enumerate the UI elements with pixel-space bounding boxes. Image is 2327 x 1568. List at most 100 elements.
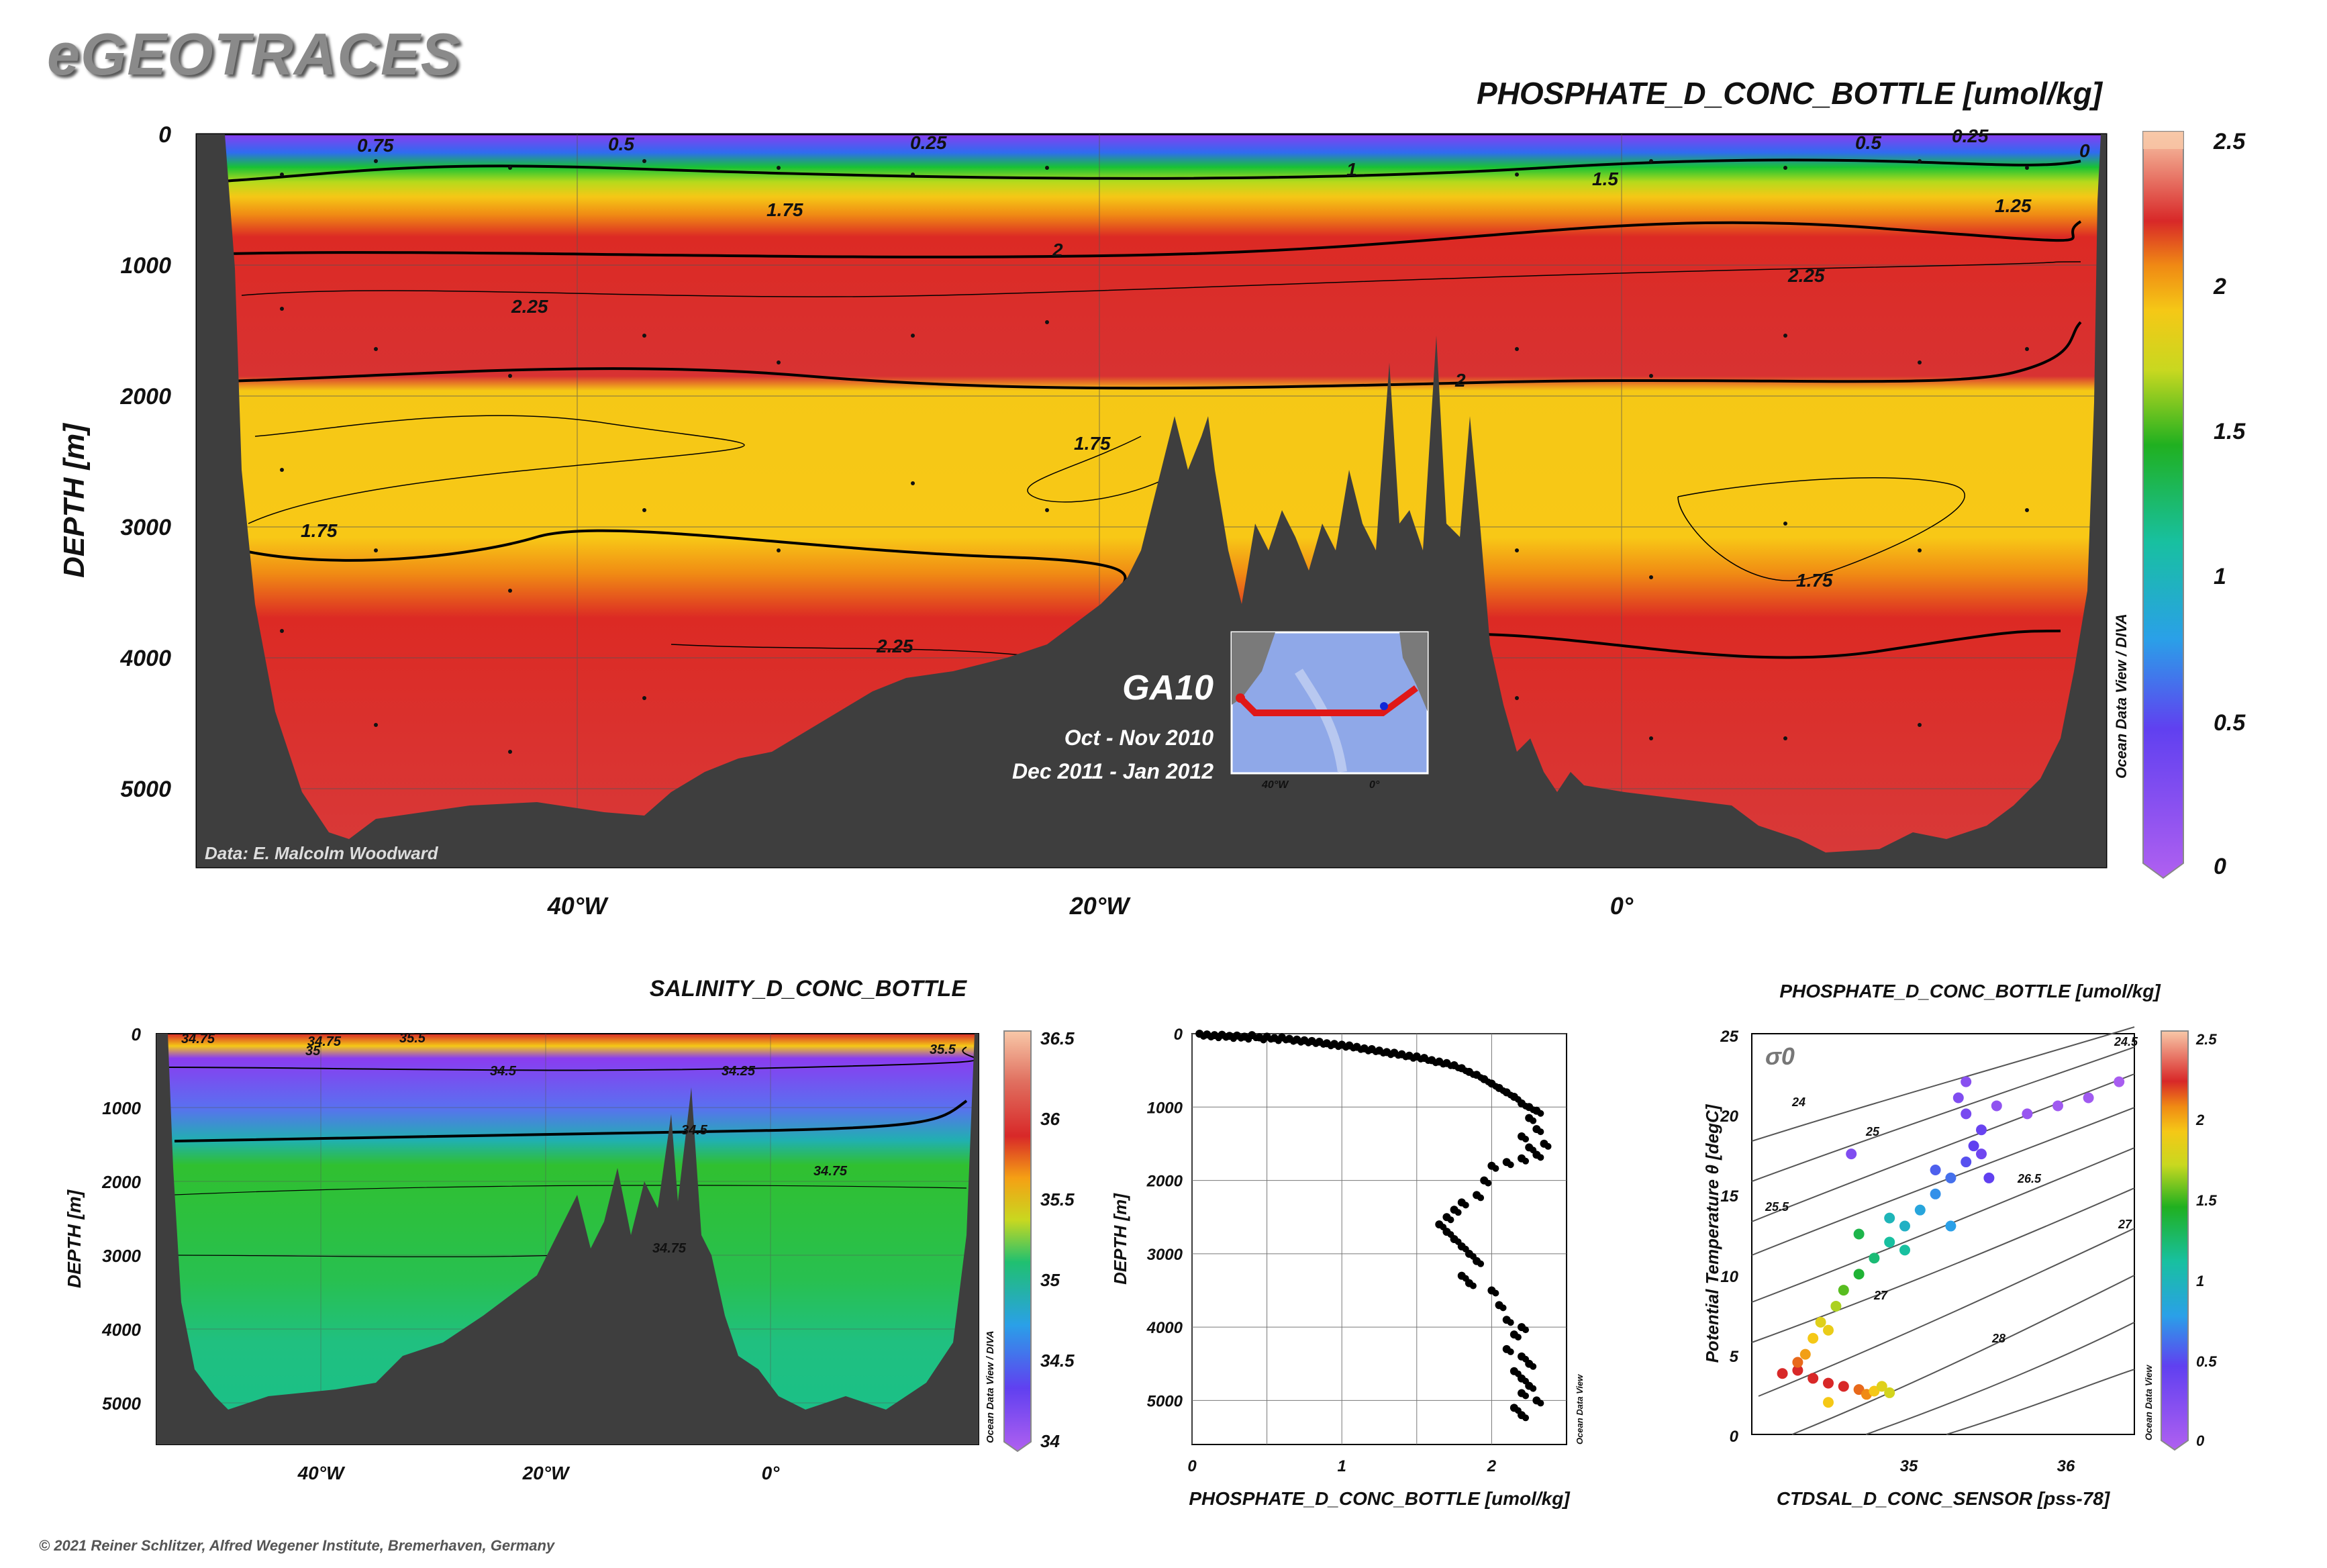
profile-point (1537, 1154, 1544, 1161)
contour-label: 2 (1052, 240, 1063, 260)
phosphate-colorbar (2142, 131, 2184, 879)
contour-label: 1.25 (1995, 195, 2032, 216)
ts-point (1808, 1332, 1819, 1344)
profile-x-axis-label: PHOSPHATE_D_CONC_BOTTLE [umol/kg] (1189, 1488, 1571, 1509)
ts-point (1815, 1316, 1826, 1328)
logo: eGEOTRACES (47, 21, 461, 87)
ts-point (1869, 1253, 1880, 1264)
contour-label: 35.5 (930, 1042, 956, 1057)
phosphate-sample-stations (280, 159, 2029, 754)
contour-label: 2.25 (876, 636, 913, 656)
y-tick-label: 5 (1730, 1348, 1739, 1366)
profile-point (1477, 1260, 1485, 1267)
x-tick-label: 40°W (547, 892, 609, 920)
colorbar-tick: 1 (2196, 1273, 2204, 1289)
main-chart-title: PHOSPHATE_D_CONC_BOTTLE [umol/kg] (1477, 76, 2102, 111)
ts-point (1976, 1148, 1987, 1160)
contour-label: 1.5 (1592, 168, 1618, 189)
contour-label: 1.75 (1074, 433, 1111, 454)
ts-point (1884, 1212, 1895, 1224)
inset-tick-label: 40°W (1261, 779, 1289, 791)
contour-label: 0.5 (608, 134, 634, 154)
ts-point (1961, 1108, 1972, 1120)
ts-point (1961, 1076, 1972, 1087)
ts-point (1961, 1157, 1972, 1168)
isopycnal-label: 28 (1991, 1332, 2006, 1345)
colorbar-tick: 2 (2213, 274, 2226, 299)
isopycnal-label: 24 (1791, 1095, 1805, 1109)
profile-y-axis-label: DEPTH [m] (1110, 1193, 1130, 1285)
phosphate-colorbar-ticks: 0 0.5 1 1.5 2 2.5 (2213, 129, 2246, 879)
profile-point (1530, 1385, 1537, 1392)
ts-point (1838, 1285, 1849, 1296)
ts-point (1884, 1387, 1895, 1398)
colorbar-tick: 35 (1040, 1270, 1060, 1290)
x-tick-label: 2 (1487, 1457, 1497, 1475)
cruise-date-1: Oct - Nov 2010 (1065, 726, 1214, 750)
isopycnal-label: 25 (1865, 1125, 1880, 1138)
phosphate-contour-labels: 0.75 0.5 0.25 0.5 0.25 0 1 1.5 1.25 1.75… (301, 126, 2090, 656)
contour-label: 34.75 (652, 1241, 687, 1256)
cruise-date-2: Dec 2011 - Jan 2012 (1012, 759, 1214, 783)
ts-point (1914, 1204, 1926, 1216)
y-tick-label: 0 (1174, 1026, 1183, 1044)
ts-y-axis-label: Potential Temperature θ [degC] (1702, 1104, 1722, 1363)
profile-point (1522, 1326, 1530, 1334)
profile-point (1514, 1334, 1522, 1341)
profile-point (1477, 1194, 1485, 1202)
ts-point (1991, 1100, 2002, 1112)
y-tick-label: 25 (1720, 1028, 1738, 1046)
ts-point (1876, 1381, 1887, 1392)
y-tick-label: 5000 (102, 1393, 141, 1414)
phosphate-x-ticks: 40°W 20°W 0° (547, 892, 1634, 920)
profile-point (1507, 1319, 1514, 1326)
y-tick-label: 2000 (119, 384, 171, 409)
phosphate-profile-chart: 0 1 2 0 1000 2000 3000 4000 5000 DEPTH [m] PHOS… (1110, 1026, 1585, 1509)
y-tick-label: 3000 (120, 515, 171, 540)
ts-point (1777, 1368, 1788, 1379)
y-tick-label: 0 (158, 122, 171, 148)
contour-label: 35.5 (399, 1031, 426, 1046)
ts-point (1853, 1384, 1865, 1395)
y-tick-label: 5000 (120, 777, 171, 802)
ts-point (1792, 1357, 1803, 1368)
salinity-y-axis-label: DEPTH [m] (64, 1189, 85, 1288)
contour-label: 0.25 (1952, 126, 1989, 146)
profile-point (1522, 1392, 1530, 1400)
profile-point (1530, 1117, 1537, 1124)
ts-point (1952, 1092, 1964, 1104)
profile-point (1530, 1363, 1537, 1370)
colorbar-tick: 0.5 (2214, 710, 2246, 736)
contour-label: 35 (305, 1044, 321, 1059)
phosphate-y-axis-label: DEPTH [m] (58, 423, 91, 578)
y-tick-label: 1000 (120, 253, 171, 279)
profile-point (1522, 1136, 1530, 1142)
isopycnal-label: 25.5 (1765, 1200, 1789, 1214)
contour-label: 1.75 (1796, 570, 1833, 591)
odv-credit: Ocean Data View / DIVA (985, 1330, 996, 1443)
contour-label: 1.75 (301, 520, 338, 541)
salinity-colorbar (1003, 1030, 1032, 1453)
colorbar-tick: 0 (2214, 854, 2226, 879)
section-name: GA10 (1122, 669, 1214, 707)
inset-tick-label: 0° (1369, 779, 1380, 791)
contour-label: 2 (1454, 370, 1466, 391)
x-tick-label: 0° (762, 1463, 781, 1483)
colorbar-tick: 1.5 (2214, 419, 2246, 444)
colorbar-tick: 1.5 (2196, 1192, 2217, 1209)
x-tick-label: 36 (2057, 1457, 2075, 1475)
colorbar-tick: 0 (2196, 1432, 2205, 1449)
y-tick-label: 10 (1720, 1268, 1738, 1286)
data-credit: Data: E. Malcolm Woodward (205, 843, 439, 863)
phosphate-y-ticks: 0 1000 2000 3000 4000 5000 (119, 122, 171, 802)
y-tick-label: 3000 (1147, 1246, 1183, 1264)
profile-plot-area (1191, 1033, 1567, 1445)
profile-point (1447, 1216, 1454, 1224)
ts-point (1823, 1397, 1834, 1408)
contour-label: 0.75 (357, 135, 394, 156)
odv-credit: Ocean Data View (2143, 1365, 2154, 1440)
odv-credit: Ocean Data View / DIVA (2113, 614, 2130, 779)
contour-label: 34.75 (181, 1032, 215, 1046)
colorbar-tick: 35.5 (1040, 1189, 1075, 1210)
ts-point (1983, 1172, 1995, 1183)
